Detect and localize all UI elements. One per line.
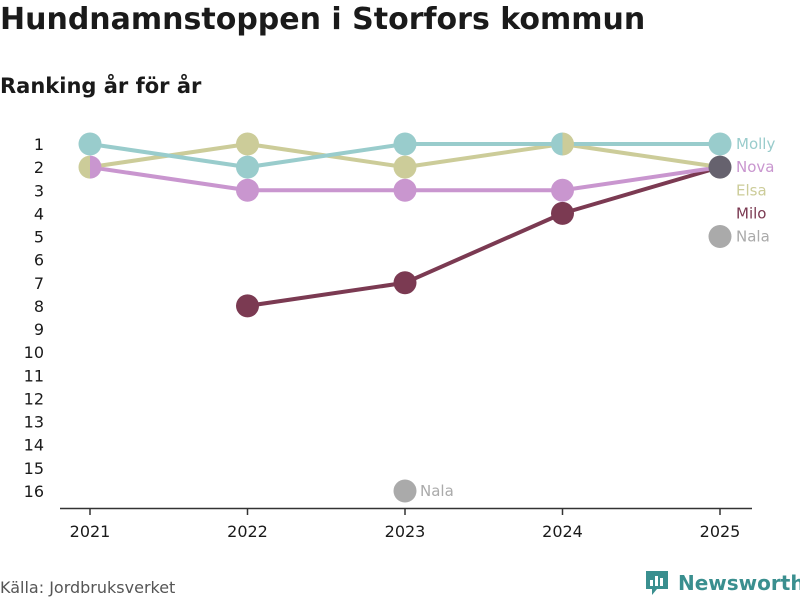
series-line-milo	[245, 165, 722, 308]
data-point-nova	[551, 178, 574, 202]
data-point-overlap	[708, 155, 732, 179]
data-point-molly	[708, 132, 732, 156]
y-tick-label: 14	[24, 436, 44, 455]
data-point-elsa	[393, 155, 417, 179]
y-tick-label: 9	[34, 320, 44, 339]
y-tick-label: 5	[34, 228, 44, 247]
y-tick-label: 11	[24, 366, 44, 385]
y-tick-label: 6	[34, 251, 44, 270]
data-point-milo	[393, 271, 417, 295]
data-point-elsa	[236, 132, 259, 156]
point-label-nala: Nala	[420, 482, 454, 500]
data-point-nova	[236, 178, 259, 202]
data-point-molly	[236, 155, 259, 179]
y-tick-label: 12	[24, 389, 44, 408]
y-tick-label: 10	[24, 343, 44, 362]
data-point-milo	[551, 201, 574, 225]
legend-label-nova: Nova	[736, 158, 774, 176]
legend-label-molly: Molly	[736, 135, 775, 153]
y-tick-label: 4	[34, 204, 44, 223]
brand-name: Newsworthy	[678, 571, 800, 595]
legend-label-milo: Milo	[736, 204, 766, 222]
data-point-molly-half	[551, 132, 563, 156]
y-tick-label: 7	[34, 274, 44, 293]
data-point-nala	[393, 479, 417, 503]
y-tick-label: 1	[34, 135, 44, 154]
brand-logo: Newsworthy	[644, 569, 800, 597]
x-tick-label: 2021	[70, 522, 111, 541]
series-points	[78, 132, 732, 503]
y-tick-label: 16	[24, 482, 44, 501]
x-tick-label: 2022	[227, 522, 268, 541]
data-point-molly	[78, 132, 102, 156]
data-point-nala	[708, 225, 732, 249]
x-tick-label: 2025	[700, 522, 741, 541]
legend-label-nala: Nala	[736, 228, 770, 246]
legend-label-elsa: Elsa	[736, 181, 767, 199]
data-point-nova	[393, 178, 417, 202]
data-point-elsa-half	[562, 132, 574, 156]
data-point-milo	[236, 294, 259, 318]
data-point-nova-half	[90, 155, 102, 179]
y-tick-label: 8	[34, 297, 44, 316]
data-point-elsa-half	[78, 155, 90, 179]
x-tick-label: 2024	[542, 522, 583, 541]
y-tick-label: 2	[34, 158, 44, 177]
chart-subtitle: Ranking år för år	[0, 74, 202, 98]
y-tick-label: 15	[24, 459, 44, 478]
source-note: Källa: Jordbruksverket	[0, 578, 176, 597]
data-point-molly	[393, 132, 417, 156]
chart-title: Hundnamnstoppen i Storfors kommun	[0, 2, 646, 37]
x-tick-label: 2023	[385, 522, 426, 541]
y-tick-label: 13	[24, 413, 44, 432]
y-tick-label: 3	[34, 181, 44, 200]
newsworthy-logo-icon	[646, 571, 668, 595]
